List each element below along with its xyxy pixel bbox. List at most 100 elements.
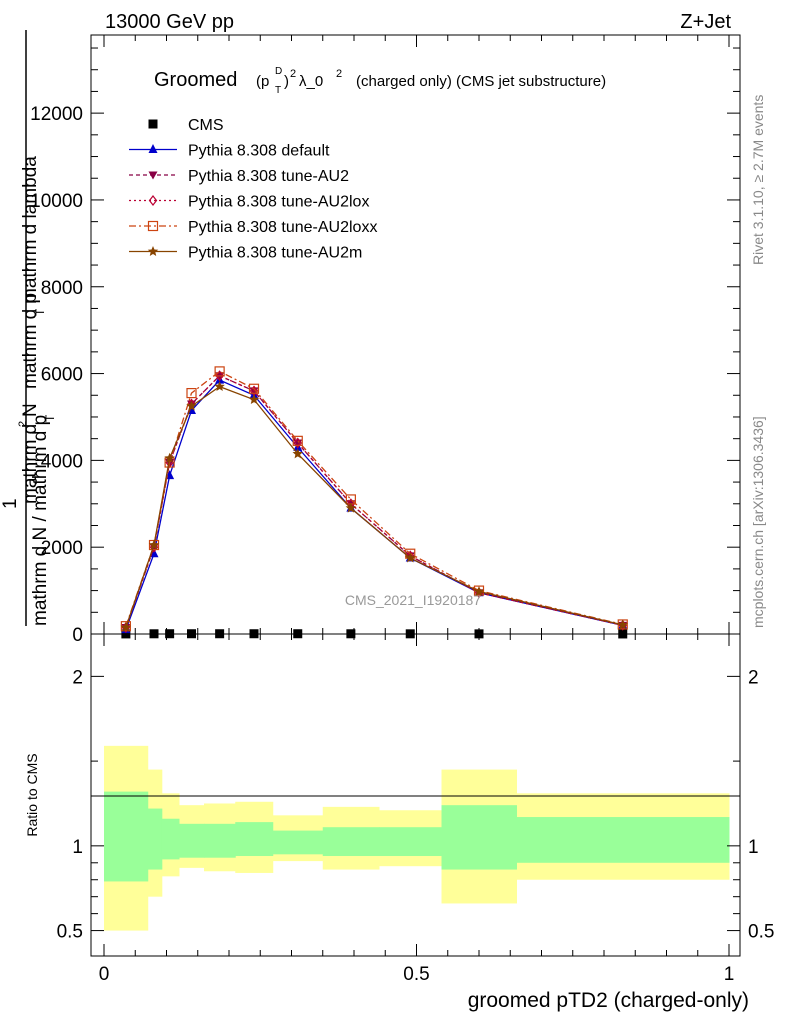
inner-band-bin xyxy=(379,827,442,857)
mcplots-label: mcplots.cern.ch [arXiv:1306.3436] xyxy=(750,416,766,628)
legend-entry: Pythia 8.308 default xyxy=(129,143,330,160)
watermark: CMS_2021_I1920187 xyxy=(345,592,481,608)
legend-label: Pythia 8.308 tune-AU2 xyxy=(188,168,349,185)
legend-marker xyxy=(148,171,158,180)
y-tick-label: 12000 xyxy=(30,104,83,125)
legend-marker xyxy=(147,220,159,232)
data-point xyxy=(345,502,357,513)
legend-label: Pythia 8.308 default xyxy=(188,143,330,160)
ylabel-num-a: mathrm d xyxy=(20,424,41,504)
data-point xyxy=(214,366,225,377)
legend-entry: Pythia 8.308 tune-AU2loxx xyxy=(129,219,377,236)
inner-band-bin xyxy=(235,822,274,857)
series-pythia-8-308-tune-au2m xyxy=(120,381,628,632)
inner-band-bin xyxy=(322,827,380,857)
y-tick-label: 6000 xyxy=(41,365,83,386)
main-panel: 0 2000 4000 6000 8000 10000 12000 CMS_2021_I19… xyxy=(30,34,741,646)
ratio-y-tick-label-right: 0.5 xyxy=(748,922,774,943)
x-tick-label: 1 xyxy=(724,964,735,985)
y-tick-label: 2000 xyxy=(41,538,83,559)
ylabel-denominator: mathrm d N / mathrm d p xyxy=(30,415,51,626)
legend-entry: Pythia 8.308 tune-AU2 xyxy=(129,168,349,185)
ylabel-one: 1 xyxy=(0,498,21,509)
ratio-y-tick-label: 1 xyxy=(72,837,83,858)
x-tick-label: 0.5 xyxy=(403,964,429,985)
series-line xyxy=(125,374,623,628)
series-line xyxy=(125,374,623,628)
title-sq: 2 xyxy=(290,68,296,80)
process-label: Z+Jet xyxy=(680,11,731,33)
data-point xyxy=(186,387,197,399)
data-point xyxy=(292,435,303,446)
inner-band-bin xyxy=(161,818,180,860)
ylabel-denominator-sub: T xyxy=(43,414,57,422)
legend-marker xyxy=(148,195,158,206)
ylabel-num-d: mathrm d lambda xyxy=(20,156,41,304)
legend-entry: Pythia 8.308 tune-AU2lox xyxy=(129,194,369,211)
inner-band-bin xyxy=(104,791,149,882)
title-rest: (charged only) (CMS jet substructure) xyxy=(356,73,606,90)
y-tick-label: 10000 xyxy=(30,191,83,212)
y-tick-label: 4000 xyxy=(41,451,83,472)
inner-band-bin xyxy=(204,823,236,858)
data-point xyxy=(248,383,260,394)
ylabel-num-a-sup: 2 xyxy=(17,421,29,427)
legend-entry: Pythia 8.308 tune-AU2m xyxy=(129,245,362,262)
legend-label: Pythia 8.308 tune-AU2loxx xyxy=(188,219,377,236)
data-point xyxy=(215,370,224,382)
legend: CMS Pythia 8.308 default Pythia 8.308 tune… xyxy=(129,117,377,262)
ratio-y-tick-label: 0.5 xyxy=(57,922,83,943)
data-point xyxy=(473,585,485,596)
x-axis-label: groomed pTD2 (charged-only) xyxy=(468,989,749,1012)
title-groomed: Groomed xyxy=(154,69,237,91)
legend-marker xyxy=(148,144,158,153)
main-ticks: 0 2000 4000 6000 8000 10000 12000 xyxy=(30,35,740,646)
inner-band-bin xyxy=(272,830,324,855)
ylabel-num-c: mathrm d p xyxy=(20,293,41,389)
ratio-ticks: 0.5 0.5 1 1 2 2 0 0.5 1 xyxy=(57,634,774,985)
data-point xyxy=(293,437,303,449)
ratio-y-tick-label-right: 1 xyxy=(748,837,759,858)
plot-title: Groomed (p D T ) 2 λ_0 2 (charged only) … xyxy=(154,66,606,96)
ratio-frame xyxy=(90,633,741,957)
y-tick-label: 0 xyxy=(72,625,83,646)
ratio-y-tick-label-right: 2 xyxy=(748,667,759,688)
legend-label: Pythia 8.308 tune-AU2lox xyxy=(188,194,369,211)
inner-band-bin xyxy=(516,817,730,863)
ratio-y-tick-label: 2 xyxy=(72,667,83,688)
data-point xyxy=(148,539,160,550)
title-close: ) xyxy=(284,73,289,90)
ratio-bands xyxy=(104,745,730,931)
ylabel-num-c-sub: T xyxy=(33,308,47,316)
title-sq2: 2 xyxy=(336,68,342,80)
legend-entry: CMS xyxy=(148,117,224,134)
series-line xyxy=(125,370,623,627)
data-point xyxy=(248,394,260,405)
legend-label: Pythia 8.308 tune-AU2m xyxy=(188,245,362,262)
title-sup-d: D xyxy=(275,66,282,77)
legend-marker xyxy=(147,246,159,256)
x-tick-label: 0 xyxy=(99,964,110,985)
rivet-label: Rivet 3.1.10, ≥ 2.7M events xyxy=(750,95,766,265)
ratio-ylabel: Ratio to CMS xyxy=(24,753,40,836)
data-point xyxy=(214,381,225,392)
inner-band-bin xyxy=(441,805,517,870)
title-p: (p xyxy=(256,73,269,90)
data-point xyxy=(292,448,303,459)
data-point xyxy=(120,621,132,632)
ratio-panel: 0.5 0.5 1 1 2 2 0 0.5 1 xyxy=(57,633,774,985)
data-point xyxy=(186,400,197,411)
legend-marker xyxy=(148,119,158,129)
legend-label: CMS xyxy=(188,117,224,134)
main-ylabel: mathrm d N / mathrm d p T 1 mathrm d 2 N… xyxy=(0,30,57,626)
y-tick-label: 8000 xyxy=(41,278,83,299)
ylabel-num-b: N xyxy=(20,403,41,417)
data-point xyxy=(164,452,175,463)
title-sub-t: T xyxy=(275,85,281,96)
inner-band-bin xyxy=(147,808,163,870)
title-lambda: λ_0 xyxy=(299,73,323,90)
main-series xyxy=(120,366,628,639)
data-point xyxy=(405,552,416,563)
data-point xyxy=(617,619,628,630)
